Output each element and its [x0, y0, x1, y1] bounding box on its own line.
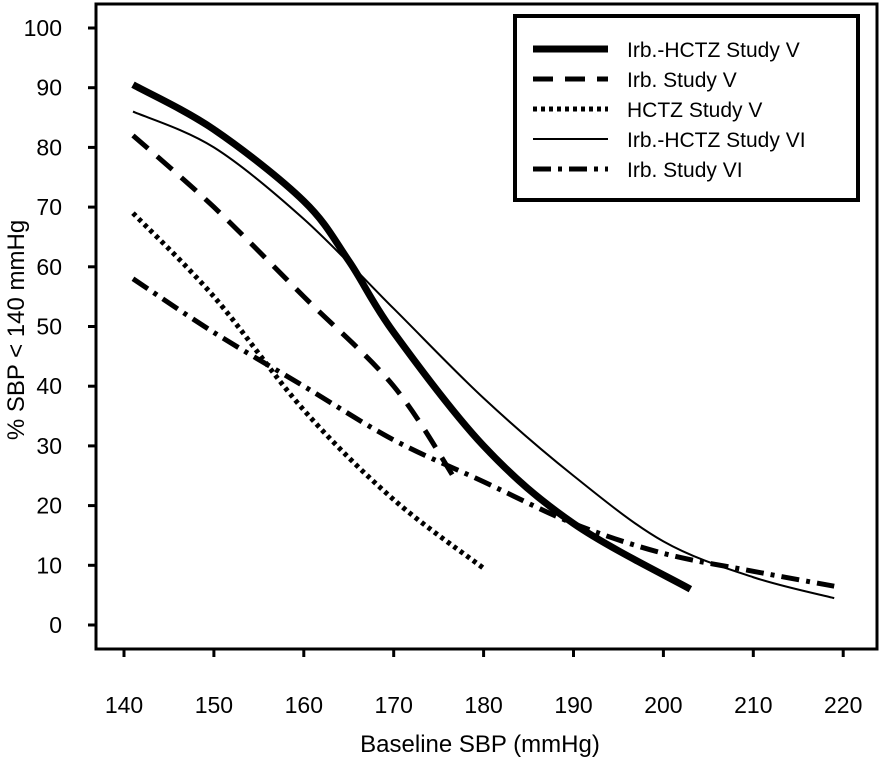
x-tick-label: 220	[824, 692, 862, 718]
y-tick-label: 0	[49, 612, 62, 638]
x-tick-label: 210	[734, 692, 772, 718]
y-tick-label: 50	[36, 314, 62, 340]
legend-label: Irb. Study VI	[627, 159, 743, 182]
y-tick-label: 100	[24, 15, 62, 41]
legend-label: HCTZ Study V	[627, 99, 762, 122]
y-tick-label: 10	[36, 552, 62, 578]
series-line-3	[131, 211, 486, 571]
legend: Irb.-HCTZ Study V Irb. Study V HCTZ Study …	[513, 14, 860, 202]
y-tick-label: 40	[36, 373, 62, 399]
legend-label: Irb.-HCTZ Study V	[627, 39, 800, 62]
y-axis-label: % SBP < 140 mmHg	[3, 220, 30, 440]
x-tick-label: 160	[285, 692, 323, 718]
x-tick-label: 190	[554, 692, 592, 718]
x-axis-label: Baseline SBP (mmHg)	[360, 731, 600, 758]
series-line-2	[131, 133, 459, 484]
y-tick-label: 20	[36, 493, 62, 519]
x-tick-label: 150	[195, 692, 233, 718]
legend-label: Irb.-HCTZ Study VI	[627, 129, 806, 152]
x-tick-label: 200	[644, 692, 682, 718]
y-tick-label: 80	[36, 134, 62, 160]
y-tick-label: 30	[36, 433, 62, 459]
series-line-5	[131, 276, 835, 589]
y-tick-label: 70	[36, 194, 62, 220]
legend-label: Irb. Study V	[627, 69, 737, 92]
x-tick-label: 140	[105, 692, 143, 718]
y-tick-label: 90	[36, 75, 62, 101]
x-tick-label: 180	[464, 692, 502, 718]
x-tick-label: 170	[375, 692, 413, 718]
y-tick-label: 60	[36, 254, 62, 280]
